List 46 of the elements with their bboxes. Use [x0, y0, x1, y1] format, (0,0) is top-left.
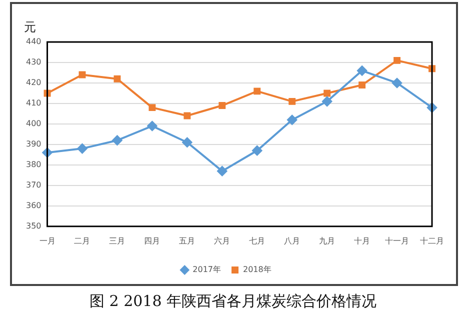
x-tick-label: 七月: [249, 236, 266, 246]
point: [77, 144, 88, 154]
point: [114, 75, 121, 82]
point: [358, 82, 366, 88]
x-tick-label: 二月: [74, 236, 90, 246]
y-tick-label: 350: [26, 221, 42, 230]
point: [217, 166, 228, 176]
point: [288, 98, 296, 105]
point: [254, 88, 261, 95]
x-tick-label: 三月: [109, 236, 126, 246]
point: [394, 56, 400, 64]
point: [184, 112, 191, 120]
y-tick-label: 430: [26, 58, 42, 67]
point: [182, 137, 192, 148]
point: [287, 114, 298, 125]
legend-label: 2017年: [192, 265, 221, 274]
point: [147, 121, 158, 132]
y-tick-label: 410: [26, 98, 42, 108]
point: [392, 78, 402, 88]
x-tick-label: 九月: [319, 236, 336, 246]
legend-label: 2018年: [243, 265, 272, 274]
y-tick-label: 420: [26, 78, 42, 88]
point: [78, 71, 86, 78]
point: [322, 96, 332, 106]
y-tick-label: 370: [26, 180, 42, 190]
x-tick-label: 八月: [284, 236, 300, 246]
point: [324, 90, 331, 97]
y-tick-label: 390: [26, 140, 42, 149]
x-tick-label: 十二月: [420, 236, 444, 246]
y-axis-title: 元: [24, 20, 36, 34]
point: [357, 66, 368, 76]
text: 图 2 2018 年陕西省各月煤炭综合价格情况: [88, 292, 378, 311]
y-tick-label: 360: [26, 200, 42, 210]
y-tick-label: 380: [26, 160, 42, 170]
y-tick-label: 400: [26, 119, 42, 128]
x-tick-label: 十一月: [385, 236, 410, 246]
y-tick-label: 440: [26, 37, 42, 46]
point: [148, 104, 156, 112]
point: [112, 135, 122, 146]
point: [218, 102, 226, 109]
x-tick-label: 五月: [179, 236, 196, 246]
point: [252, 146, 262, 156]
x-tick-label: 六月: [214, 236, 230, 246]
x-tick-label: 一月: [39, 236, 56, 246]
x-tick-label: 十月: [354, 236, 370, 246]
x-tick-label: 四月: [144, 236, 160, 246]
